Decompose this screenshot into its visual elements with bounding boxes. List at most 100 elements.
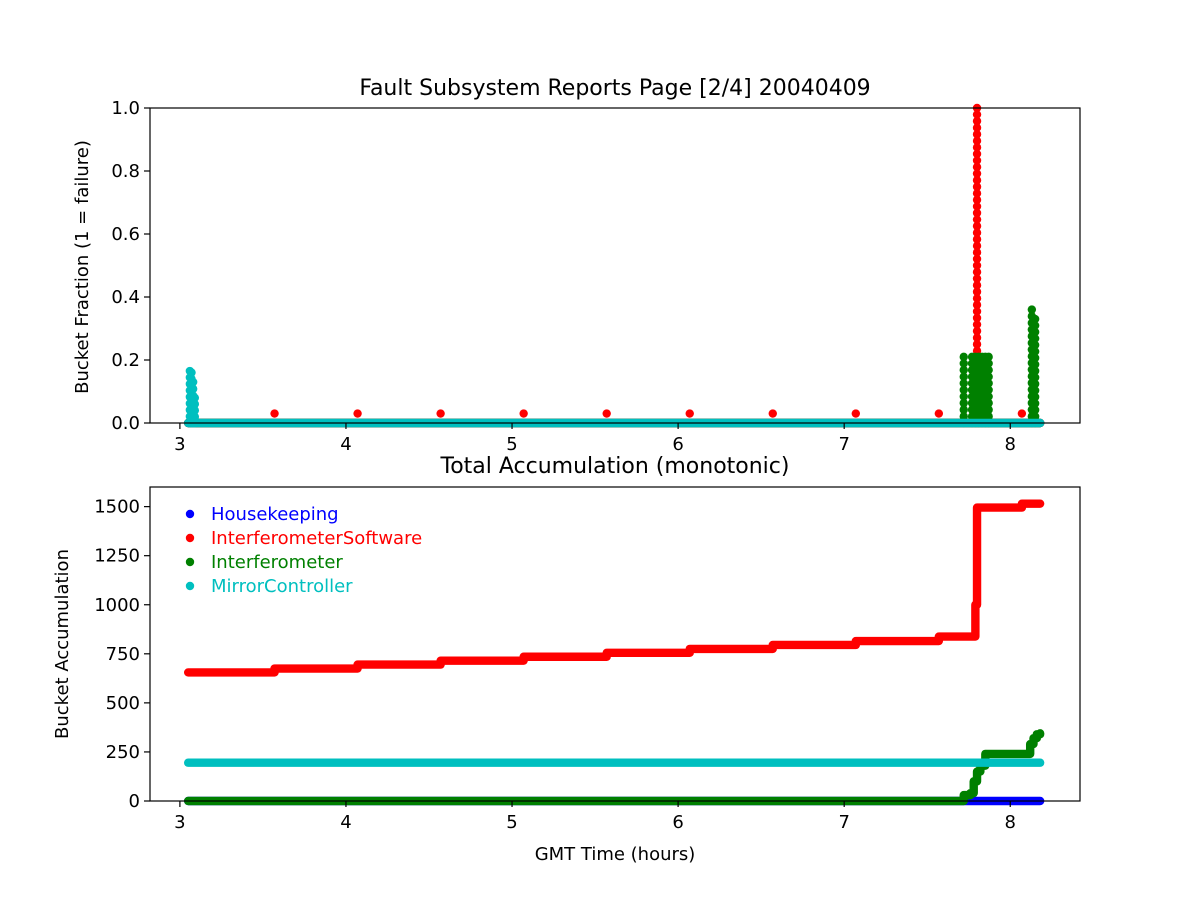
bottom-y-tick-label: 750 [106, 644, 140, 665]
top-interferometersoftware-point [972, 228, 982, 237]
top-interferometersoftware-point [972, 274, 982, 283]
top-interferometersoftware-point [519, 409, 528, 418]
top-y-tick-label: 0.6 [111, 224, 140, 245]
top-interferometersoftware-point [972, 241, 982, 251]
top-interferometersoftware-point [972, 294, 982, 303]
top-interferometer-point [1030, 399, 1040, 408]
legend: Housekeeping InterferometerSoftware Interf… [185, 504, 422, 597]
top-interferometer-point [959, 352, 968, 362]
top-y-tick-label: 0.8 [111, 161, 140, 182]
legend-entry: InterferometerSoftware [185, 528, 422, 549]
top-interferometer-point [1030, 321, 1040, 330]
top-interferometer-point [1030, 347, 1040, 356]
top-x-tick-label: 6 [672, 434, 683, 455]
legend-label: Housekeeping [211, 504, 339, 525]
top-interferometer-point [959, 398, 968, 408]
top-interferometer-point [984, 412, 993, 421]
top-interferometersoftware-point [972, 320, 982, 329]
bottom-x-tick-label: 7 [838, 812, 849, 833]
top-interferometer-series [183, 305, 1045, 428]
top-mirrorcontroller-series [183, 366, 1045, 428]
top-chart: Fault Subsystem Reports Page [2/4] 20040… [72, 76, 1081, 455]
top-interferometersoftware-point [972, 195, 982, 205]
bottom-y-tick-label: 1500 [94, 497, 140, 518]
top-interferometersoftware-point [851, 409, 861, 418]
top-y-axis-label: Bucket Fraction (1 = failure) [72, 140, 93, 394]
top-y-tick-label: 1.0 [111, 98, 140, 119]
top-interferometer-point [1030, 366, 1040, 376]
bottom-y-tick-label: 1000 [94, 595, 140, 616]
top-interferometersoftware-point [972, 313, 982, 323]
top-interferometer-point [959, 359, 968, 368]
top-chart-title: Fault Subsystem Reports Page [2/4] 20040… [359, 76, 870, 101]
top-interferometersoftware-point [972, 307, 982, 316]
legend-label: Interferometer [211, 552, 343, 573]
legend-entry: Interferometer [185, 552, 343, 573]
top-interferometer-spike [959, 352, 968, 428]
top-interferometersoftware-point [353, 409, 362, 418]
top-interferometersoftware-point [972, 221, 982, 231]
bottom-x-axis-label: GMT Time (hours) [535, 844, 696, 865]
legend-marker [185, 581, 195, 591]
top-interferometersoftware-point [972, 340, 982, 349]
top-interferometersoftware-point [972, 175, 982, 185]
top-interferometer-point [959, 405, 968, 414]
top-mirrorcontroller-point [190, 406, 200, 415]
top-interferometer-point [984, 392, 993, 401]
top-chart-marks [183, 103, 1045, 428]
top-interferometer-point [1030, 314, 1040, 324]
bottom-x-tick-label: 3 [174, 812, 185, 833]
top-interferometer-point [984, 359, 993, 368]
top-interferometersoftware-point [972, 300, 982, 310]
top-interferometer-point [984, 352, 993, 362]
top-interferometersoftware-point [972, 208, 982, 218]
bottom-interferometersoftware-curve [183, 499, 1045, 677]
top-interferometer-point [1030, 379, 1040, 389]
top-x-tick-label: 7 [838, 434, 849, 455]
top-mirrorcontroller-point [190, 412, 200, 421]
top-interferometer-point [1030, 392, 1040, 402]
legend-marker [185, 509, 195, 519]
top-plot-frame [149, 107, 1081, 424]
top-y-tick-label: 0.2 [111, 350, 140, 371]
legend-marker [185, 557, 195, 567]
top-mirrorcontroller-point [187, 368, 196, 377]
top-interferometersoftware-point [972, 326, 982, 336]
bottom-chart-ticks: 3 4 5 6 7 8 0 250 500 750 1000 1250 1500 [94, 497, 1016, 833]
top-interferometersoftware-point [972, 182, 982, 191]
top-y-tick-label: 0.4 [111, 287, 140, 308]
top-interferometersoftware-point [972, 189, 982, 198]
bottom-x-tick-label: 6 [672, 812, 683, 833]
top-mirrorcontroller-spike [190, 393, 200, 428]
top-x-tick-label: 3 [174, 434, 185, 455]
top-interferometer-spike [984, 352, 993, 428]
top-interferometersoftware-point [972, 110, 982, 119]
top-x-tick-label: 5 [506, 434, 517, 455]
top-interferometer-point [1030, 373, 1040, 382]
top-interferometer-point [1030, 386, 1040, 395]
bottom-x-tick-label: 5 [506, 812, 517, 833]
bottom-y-tick-label: 250 [106, 742, 140, 763]
bottom-plot-frame [149, 486, 1081, 802]
legend-marker [185, 533, 195, 543]
bottom-y-tick-label: 500 [106, 693, 140, 714]
top-interferometer-point [1030, 353, 1040, 363]
legend-entry: Housekeeping [185, 504, 339, 525]
legend-label: MirrorController [211, 576, 353, 597]
top-interferometer-point [984, 365, 993, 375]
top-interferometersoftware-point [972, 235, 982, 244]
bottom-interferometersoftware-series [183, 499, 1045, 677]
top-interferometersoftware-point [270, 409, 279, 418]
top-interferometersoftware-point [972, 215, 982, 224]
bottom-chart: Total Accumulation (monotonic) Bucket Ac… [52, 454, 1081, 865]
top-interferometer-point [1030, 412, 1040, 421]
top-interferometer-point [1030, 405, 1040, 415]
top-interferometer-point [959, 372, 968, 381]
top-interferometersoftware-point [972, 254, 982, 264]
top-interferometersoftware-point [972, 123, 982, 132]
top-interferometersoftware-point [972, 261, 982, 270]
top-interferometersoftware-point [685, 409, 694, 418]
top-interferometersoftware-point [972, 287, 982, 296]
top-interferometer-point [984, 372, 993, 381]
